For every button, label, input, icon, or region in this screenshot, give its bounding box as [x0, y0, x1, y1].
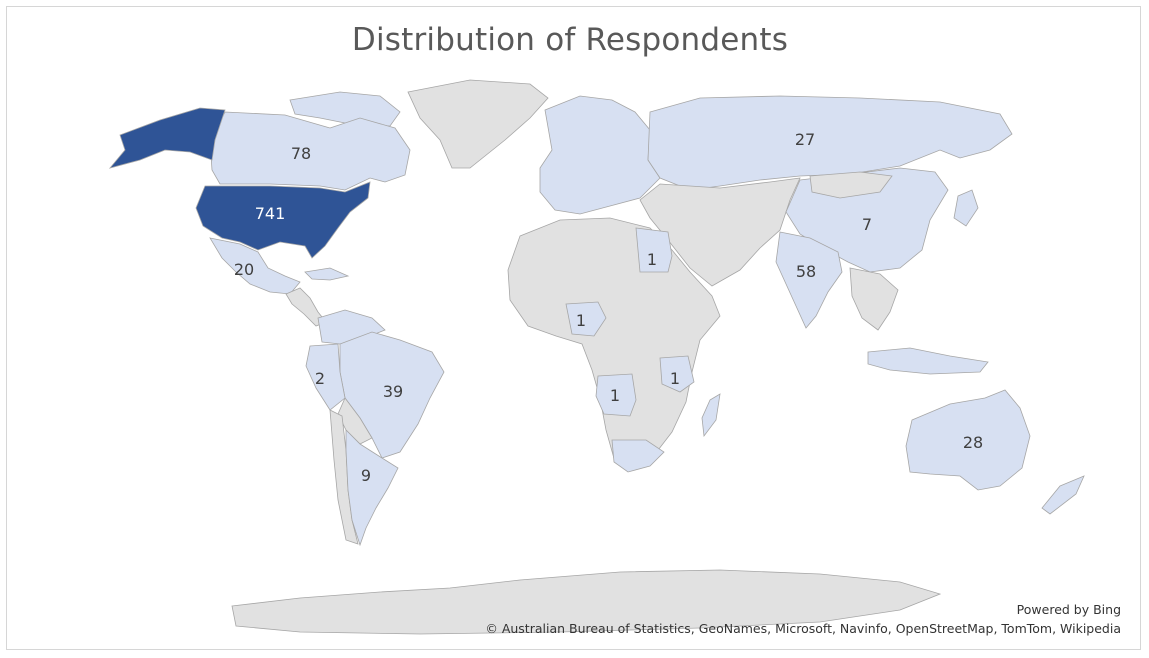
- region-chile[interactable]: [329, 409, 359, 545]
- region-angola[interactable]: [595, 373, 637, 417]
- region-south-africa[interactable]: [611, 439, 665, 473]
- label-usa: 741: [255, 204, 286, 223]
- label-angola: 1: [610, 386, 620, 405]
- powered-by-text: Powered by Bing: [1016, 602, 1121, 617]
- label-argentina: 9: [361, 466, 371, 485]
- region-tanzania[interactable]: [659, 355, 695, 393]
- region-new-zealand[interactable]: [1041, 475, 1085, 515]
- region-madagascar[interactable]: [701, 393, 721, 438]
- region-egypt[interactable]: [635, 227, 673, 273]
- region-canada-islands[interactable]: [289, 91, 401, 127]
- region-india[interactable]: [775, 231, 843, 329]
- label-canada: 78: [291, 144, 311, 163]
- region-peru[interactable]: [305, 343, 346, 411]
- region-mexico[interactable]: [209, 237, 301, 295]
- region-canada[interactable]: [209, 111, 411, 191]
- attribution-text: © Australian Bureau of Statistics, GeoNa…: [485, 621, 1121, 636]
- region-greenland[interactable]: [407, 79, 549, 169]
- region-europe[interactable]: [539, 95, 661, 215]
- region-argentina[interactable]: [345, 429, 399, 547]
- label-peru: 2: [315, 369, 325, 388]
- label-australia: 28: [963, 433, 983, 452]
- region-japan[interactable]: [953, 189, 979, 227]
- region-alaska[interactable]: [108, 107, 226, 169]
- region-antarctica[interactable]: [231, 569, 942, 635]
- label-nigeria: 1: [576, 311, 586, 330]
- label-egypt: 1: [647, 250, 657, 269]
- region-usa[interactable]: [195, 181, 371, 259]
- region-australia[interactable]: [905, 389, 1031, 491]
- region-mongolia[interactable]: [809, 171, 893, 199]
- label-mexico: 20: [234, 260, 254, 279]
- label-china: 7: [862, 215, 872, 234]
- label-tanzania: 1: [670, 369, 680, 388]
- region-indonesia[interactable]: [867, 347, 989, 375]
- region-nigeria[interactable]: [565, 301, 607, 337]
- region-central-asia[interactable]: [639, 177, 801, 287]
- region-southeast-asia[interactable]: [849, 267, 899, 331]
- map-title: Distribution of Respondents: [351, 22, 789, 58]
- label-brazil: 39: [383, 382, 403, 401]
- label-russia: 27: [795, 130, 815, 149]
- region-caribbean[interactable]: [304, 267, 350, 281]
- label-india: 58: [796, 262, 816, 281]
